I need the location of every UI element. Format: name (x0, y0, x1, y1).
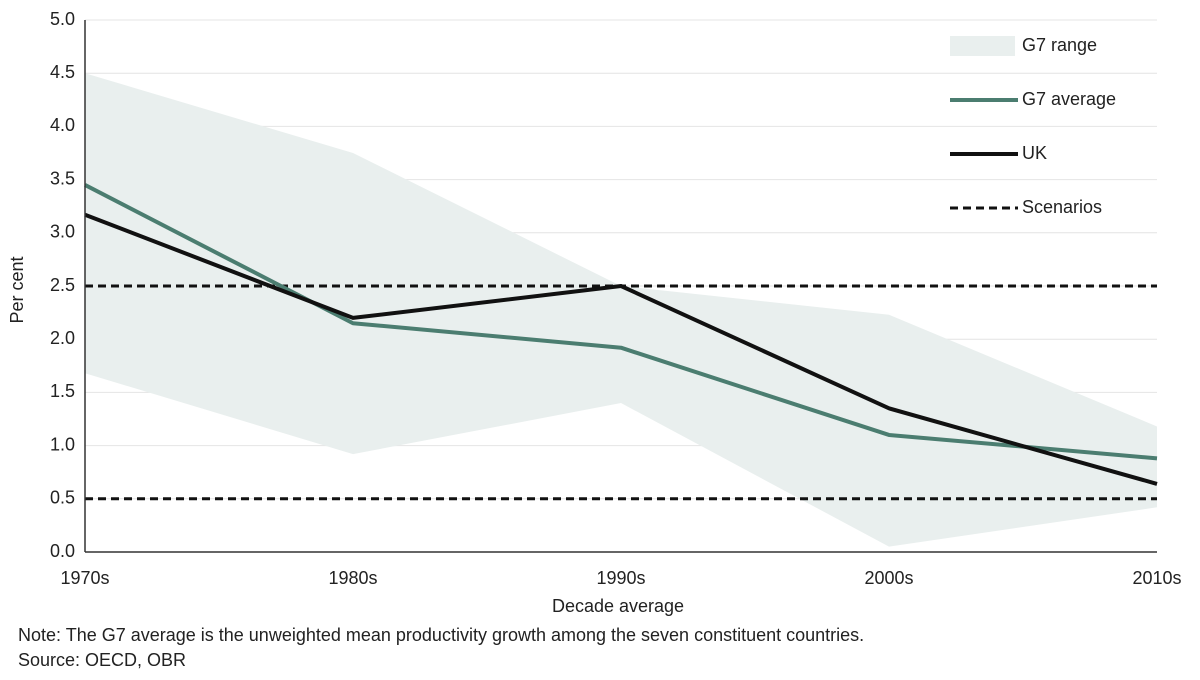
legend-label: UK (1022, 143, 1047, 163)
legend-label: G7 average (1022, 89, 1116, 109)
y-tick-label: 0.0 (50, 541, 75, 561)
x-axis-label: Decade average (552, 596, 684, 616)
y-tick-label: 0.5 (50, 488, 75, 508)
y-tick-label: 3.0 (50, 222, 75, 242)
legend-label: Scenarios (1022, 197, 1102, 217)
y-tick-label: 4.5 (50, 62, 75, 82)
y-axis-label: Per cent (7, 256, 27, 323)
x-tick-label: 1980s (328, 568, 377, 588)
x-tick-label: 2000s (864, 568, 913, 588)
x-tick-label: 2010s (1132, 568, 1181, 588)
x-tick-label: 1990s (596, 568, 645, 588)
y-tick-label: 1.0 (50, 434, 75, 454)
y-tick-label: 2.0 (50, 328, 75, 348)
line (84, 183, 1158, 461)
line (84, 212, 1158, 486)
note: Note: The G7 average is the unweighted m… (18, 625, 864, 645)
y-tick-label: 4.0 (50, 115, 75, 135)
range-area (85, 73, 1157, 547)
y-tick-label: 2.5 (50, 275, 75, 295)
x-tick-label: 1970s (60, 568, 109, 588)
y-tick-label: 3.5 (50, 168, 75, 188)
legend-label: G7 range (1022, 35, 1097, 55)
y-tick-label: 5.0 (50, 9, 75, 29)
source: Source: OECD, OBR (18, 650, 186, 670)
legend-swatch (950, 36, 1015, 56)
y-tick-label: 1.5 (50, 381, 75, 401)
